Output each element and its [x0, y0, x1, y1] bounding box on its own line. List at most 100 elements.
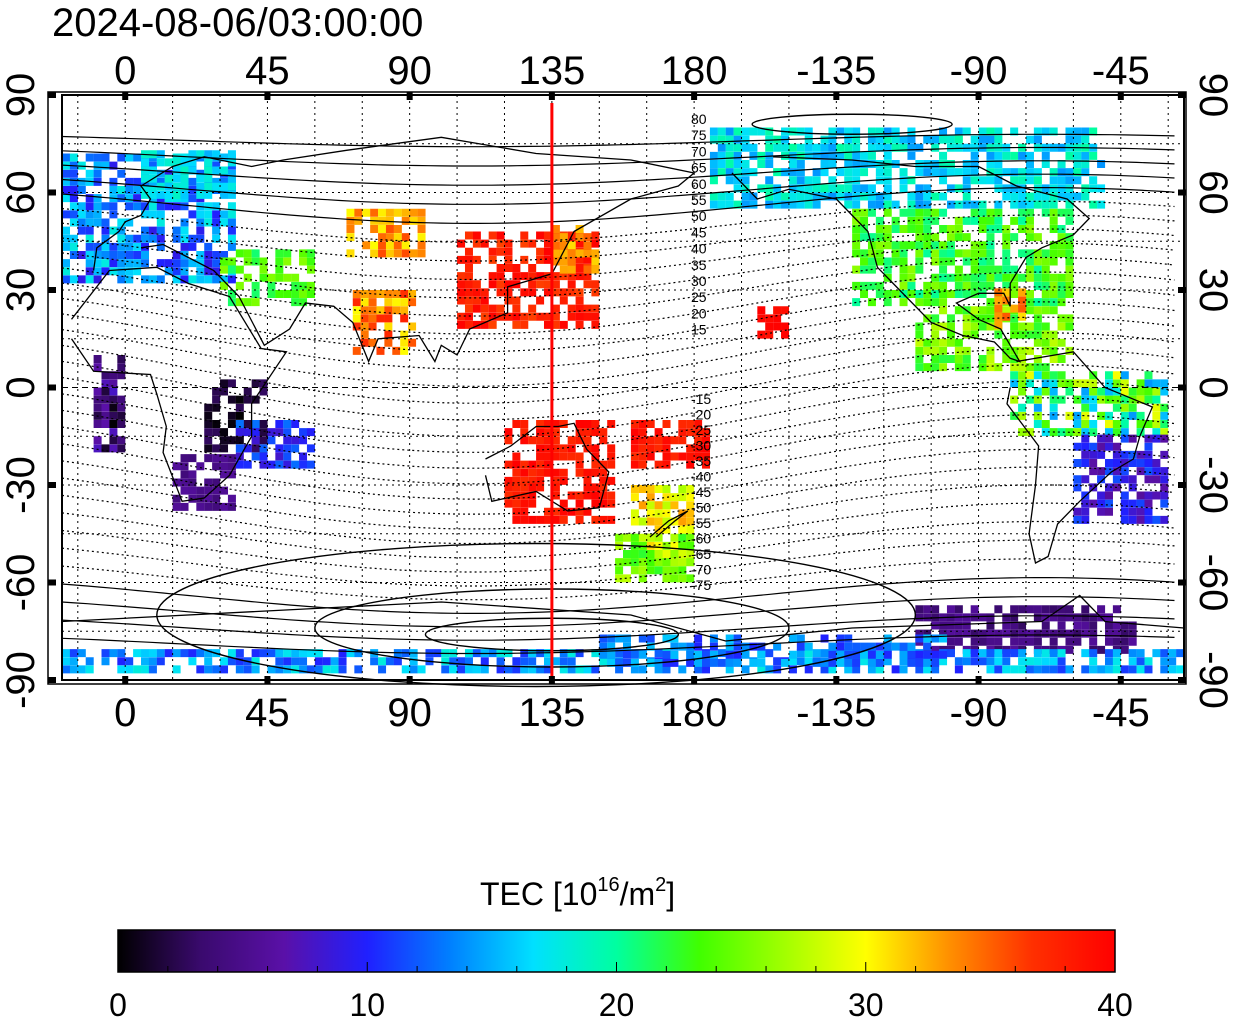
tec-cell: [393, 241, 402, 250]
tec-cell: [994, 649, 1003, 658]
tec-cell: [765, 143, 774, 152]
tec-cell: [931, 298, 940, 307]
tec-cell: [970, 135, 979, 144]
tec-cell: [1081, 459, 1090, 467]
tec-cell: [417, 665, 426, 674]
contour-label-north: 25: [691, 289, 707, 305]
tec-cell: [512, 420, 521, 428]
tec-cell: [188, 259, 197, 268]
tec-cell: [804, 184, 813, 193]
tec-cell: [1065, 249, 1074, 258]
tec-cell: [504, 296, 513, 305]
tec-cell: [1049, 249, 1058, 258]
tec-cell: [899, 642, 908, 651]
tec-cell: [251, 257, 260, 266]
tec-cell: [227, 150, 236, 159]
tec-cell: [196, 210, 205, 219]
x-tick-label-bottom: 45: [245, 691, 290, 735]
tec-cell: [1049, 387, 1058, 396]
tec-cell: [836, 168, 845, 177]
tec-cell: [346, 649, 355, 658]
tec-cell: [978, 135, 987, 144]
tec-cell: [204, 182, 213, 191]
mlat-contour: [61, 577, 1175, 614]
tec-cell: [954, 355, 963, 363]
tec-cell: [376, 346, 385, 355]
tec-cell: [591, 649, 600, 658]
tec-cell: [1120, 371, 1129, 380]
tec-cell: [1041, 306, 1050, 315]
tec-cell: [283, 290, 292, 298]
tec-cell: [931, 645, 940, 654]
tec-cell: [204, 502, 213, 511]
tec-cell: [85, 275, 94, 284]
tec-cell: [259, 420, 268, 428]
tec-cell: [1089, 151, 1098, 160]
tec-cell: [931, 160, 940, 168]
tec-cell: [480, 239, 489, 248]
tec-cell: [994, 657, 1003, 666]
tec-cell: [899, 184, 908, 193]
tec-cell: [117, 395, 126, 404]
tec-cell: [678, 420, 687, 428]
tec-cell: [1097, 442, 1106, 451]
tec-cell: [559, 468, 568, 477]
tec-cell: [725, 176, 734, 185]
tec-cell: [1002, 265, 1011, 274]
tec-cell: [654, 501, 663, 510]
tec-cell: [141, 657, 150, 666]
tec-cell: [812, 649, 821, 658]
tec-cell: [512, 657, 521, 666]
tec-cell: [567, 452, 576, 461]
tec-cell: [575, 233, 584, 242]
tec-cell: [1018, 288, 1027, 297]
tec-cell: [844, 658, 853, 667]
tec-cell: [970, 657, 979, 666]
tec-cell: [401, 241, 410, 250]
tec-cell: [520, 515, 529, 524]
tec-cell: [1041, 249, 1050, 258]
tec-cell: [1025, 168, 1034, 177]
tec-cell: [85, 169, 94, 178]
tec-cell: [638, 485, 647, 493]
tec-cell: [923, 665, 932, 674]
tec-cell: [141, 234, 150, 243]
tec-cell: [915, 330, 924, 339]
tec-cell: [1018, 249, 1027, 258]
tec-cell: [1144, 491, 1153, 500]
tec-cell: [101, 649, 110, 658]
tec-cell: [235, 444, 244, 453]
tec-cell: [220, 379, 229, 388]
tec-cell: [204, 428, 213, 437]
tec-cell: [536, 483, 545, 492]
tec-cell: [1025, 428, 1034, 437]
tec-cell: [512, 452, 521, 461]
tec-cell: [299, 452, 308, 461]
tec-cell: [796, 151, 805, 160]
tec-cell: [1081, 649, 1090, 658]
tec-cell: [1073, 192, 1082, 201]
tec-cell: [1033, 281, 1042, 290]
tec-cell: [212, 275, 221, 284]
tec-cell: [1049, 281, 1058, 290]
tec-cell: [702, 444, 711, 453]
tec-cell: [117, 649, 126, 658]
tec-cell: [376, 306, 385, 315]
tec-cell: [148, 665, 157, 674]
tec-cell: [1112, 459, 1121, 467]
tec-cell: [1025, 273, 1034, 282]
tec-cell: [804, 200, 813, 209]
tec-cell: [360, 290, 369, 298]
x-tick-label-top: -135: [796, 49, 876, 93]
tec-cell: [1081, 613, 1090, 622]
tec-cell: [662, 634, 671, 643]
tec-cell: [1057, 249, 1066, 258]
tec-cell: [235, 395, 244, 404]
tec-cell: [607, 476, 616, 485]
tec-cell: [994, 363, 1003, 372]
tec-cell: [883, 184, 892, 193]
tec-cell: [796, 168, 805, 177]
tec-cell: [939, 241, 948, 250]
tec-cell: [400, 306, 409, 315]
tec-cell: [204, 242, 213, 251]
